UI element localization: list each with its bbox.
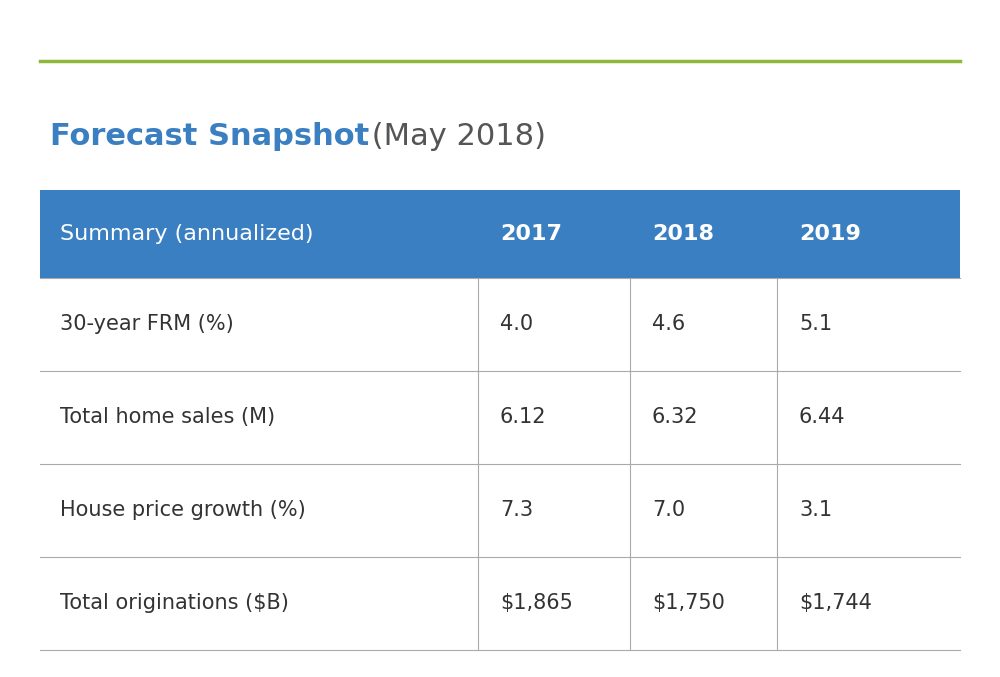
Text: Forecast Snapshot: Forecast Snapshot — [50, 122, 369, 151]
Text: 5.1: 5.1 — [799, 314, 832, 334]
Text: 30-year FRM (%): 30-year FRM (%) — [60, 314, 234, 334]
Text: 7.0: 7.0 — [652, 500, 685, 521]
Text: House price growth (%): House price growth (%) — [60, 500, 306, 521]
Text: 6.44: 6.44 — [799, 407, 845, 427]
Text: 2018: 2018 — [652, 223, 714, 244]
Text: Summary (annualized): Summary (annualized) — [60, 223, 314, 244]
FancyBboxPatch shape — [40, 190, 960, 278]
Text: (May 2018): (May 2018) — [362, 122, 546, 151]
Text: 4.0: 4.0 — [500, 314, 533, 334]
Text: 4.6: 4.6 — [652, 314, 685, 334]
Text: $1,750: $1,750 — [652, 593, 725, 613]
Text: 6.12: 6.12 — [500, 407, 546, 427]
Text: 3.1: 3.1 — [799, 500, 832, 521]
Text: 2019: 2019 — [799, 223, 861, 244]
Text: Total originations ($B): Total originations ($B) — [60, 593, 289, 613]
Text: 2017: 2017 — [500, 223, 562, 244]
Text: Total home sales (M): Total home sales (M) — [60, 407, 275, 427]
Text: $1,865: $1,865 — [500, 593, 573, 613]
Text: $1,744: $1,744 — [799, 593, 872, 613]
Text: 7.3: 7.3 — [500, 500, 533, 521]
Text: 6.32: 6.32 — [652, 407, 698, 427]
